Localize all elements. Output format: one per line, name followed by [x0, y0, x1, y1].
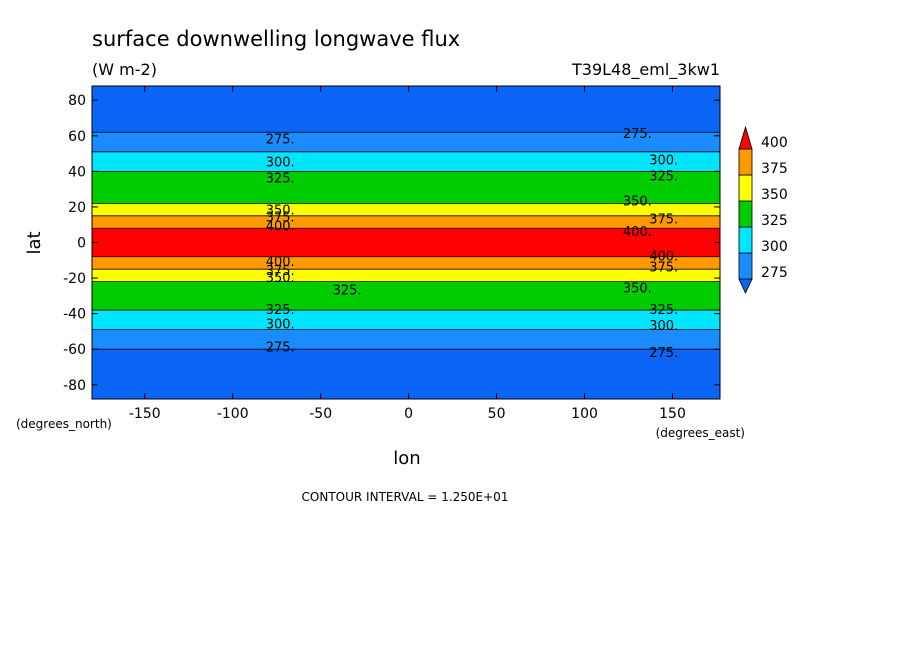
- contour-interval-label: CONTOUR INTERVAL = 1.250E+01: [302, 490, 509, 504]
- colorbar-segment-1: [738, 226, 753, 254]
- contour-label-0: 275.: [266, 132, 295, 147]
- colorbar-segment-4: [738, 148, 753, 176]
- contour-label-22: 325.: [649, 303, 678, 318]
- contour-label-8: 350.: [266, 271, 295, 286]
- contour-label-23: 300.: [649, 319, 678, 334]
- colorbar-label-1: 300: [761, 239, 788, 255]
- contour-label-2: 325.: [266, 171, 295, 186]
- contour-label-20: 375.: [649, 260, 678, 275]
- y-tick-label-7: -60: [63, 342, 86, 358]
- y-tick-label-5: -20: [63, 271, 86, 287]
- x-axis-label: lon: [393, 448, 420, 469]
- contour-band-4: [92, 203, 720, 216]
- x-tick-label-0: -150: [129, 406, 161, 422]
- contour-label-3: 350.: [266, 203, 295, 218]
- contour-label-17: 375.: [649, 212, 678, 227]
- contour-band-3: [92, 171, 720, 204]
- y-tick-label-4: 0: [77, 236, 86, 252]
- contour-band-8: [92, 269, 720, 282]
- y-units-label: (degrees_north): [16, 417, 112, 431]
- contour-label-14: 300.: [649, 154, 678, 169]
- contour-label-24: 275.: [649, 346, 678, 361]
- colorbar-segment-2: [738, 200, 753, 228]
- contour-band-2: [92, 151, 720, 172]
- chart-title: surface downwelling longwave flux: [92, 27, 460, 51]
- y-tick-label-2: 40: [68, 164, 86, 180]
- y-tick-label-8: -80: [63, 378, 86, 394]
- y-tick-label-6: -40: [63, 307, 86, 323]
- contour-label-18: 400.: [623, 225, 652, 240]
- contour-label-5: 400.: [266, 219, 295, 234]
- colorbar-segment-0: [738, 252, 753, 280]
- colorbar-label-5: 400: [761, 135, 788, 151]
- contour-band-10: [92, 310, 720, 330]
- x-tick-label-4: 50: [488, 406, 506, 422]
- colorbar-over-triangle: [738, 125, 753, 150]
- contour-label-16: 350.: [623, 195, 652, 210]
- contour-band-12: [92, 349, 720, 399]
- contour-band-0: [92, 86, 720, 133]
- contour-band-11: [92, 329, 720, 350]
- contour-label-19: 400.: [649, 250, 678, 265]
- y-tick-label-0: 80: [68, 93, 86, 109]
- colorbar-segment-3: [738, 174, 753, 202]
- contour-band-5: [92, 215, 720, 229]
- x-tick-label-5: 100: [571, 406, 598, 422]
- x-tick-label-6: 150: [659, 406, 686, 422]
- colorbar-under-triangle: [738, 278, 753, 294]
- colorbar-label-0: 275: [761, 265, 788, 281]
- contour-label-15: 325.: [649, 170, 678, 185]
- y-tick-label-3: 20: [68, 200, 86, 216]
- contour-label-12: 275.: [266, 340, 295, 355]
- contour-band-6: [92, 228, 720, 257]
- chart-units: (W m-2): [92, 60, 157, 79]
- contour-label-7: 375.: [266, 264, 295, 279]
- contour-label-9: 325.: [333, 284, 362, 299]
- contour-band-1: [92, 132, 720, 152]
- contour-label-1: 300.: [266, 155, 295, 170]
- contour-band-7: [92, 256, 720, 270]
- x-tick-label-3: 0: [404, 406, 413, 422]
- colorbar-label-4: 375: [761, 161, 788, 177]
- colorbar-label-3: 350: [761, 187, 788, 203]
- contour-label-21: 350.: [623, 282, 652, 297]
- contour-label-6: 400.: [266, 255, 295, 270]
- x-tick-label-1: -100: [217, 406, 249, 422]
- x-tick-label-2: -50: [309, 406, 332, 422]
- run-label: T39L48_eml_3kw1: [571, 60, 720, 80]
- contour-labels: 275.300.325.350.375.400.400.375.350.325.…: [266, 127, 678, 361]
- axes: -150 -100 -50 0 50 100 150 80 60 40 20 0 -20 -40 -60 -8…: [63, 85, 721, 422]
- contour-label-4: 375.: [266, 211, 295, 226]
- contour-label-10: 325.: [266, 303, 295, 318]
- plot-area: [92, 86, 720, 399]
- contour-band-9: [92, 281, 720, 311]
- colorbar-label-2: 325: [761, 213, 788, 229]
- colorbar: 275 300 325 350 375 400: [738, 125, 788, 294]
- x-units-label: (degrees_east): [656, 426, 745, 440]
- contour-label-11: 300.: [266, 317, 295, 332]
- y-axis-label: lat: [24, 231, 45, 254]
- contour-label-13: 275.: [623, 127, 652, 142]
- y-tick-label-1: 60: [68, 129, 86, 145]
